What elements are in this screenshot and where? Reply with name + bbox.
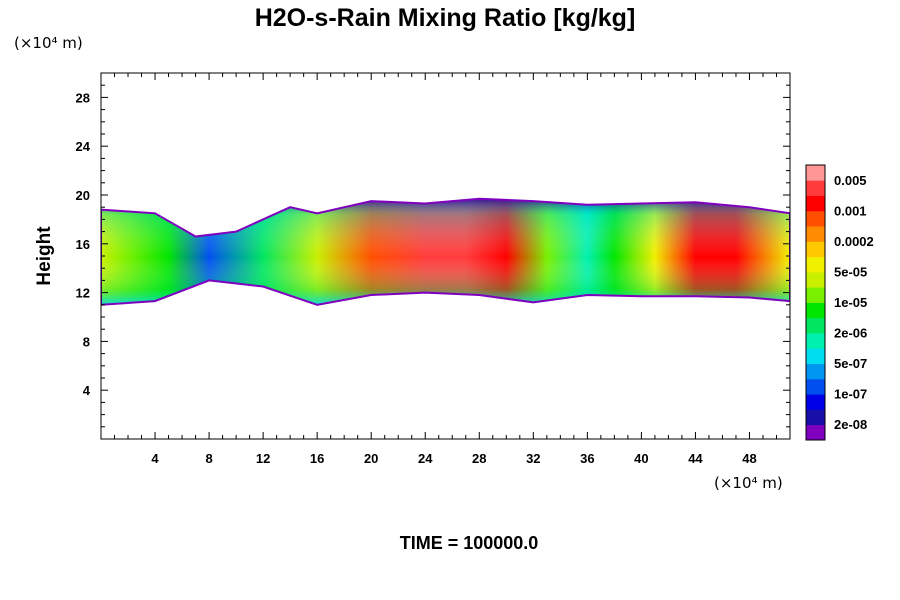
colorbar-label: 5e-07 [834, 356, 867, 371]
x-tick-label: 12 [256, 451, 270, 466]
rain-mixing-ratio-field [101, 197, 790, 306]
colorbar-swatch [806, 271, 825, 288]
colorbar-label: 0.005 [834, 173, 867, 188]
colorbar-swatch [806, 394, 825, 410]
y-tick-label: 4 [83, 383, 91, 398]
x-tick-label: 8 [205, 451, 212, 466]
x-unit-label: (×10⁴ m) [714, 474, 783, 492]
y-tick-label: 12 [76, 286, 90, 301]
colorbar-label: 0.001 [834, 203, 867, 218]
y-axis-label: Height [34, 226, 55, 286]
colorbar-label: 2e-08 [834, 417, 867, 432]
colorbar-swatch [806, 302, 825, 319]
y-tick-label: 16 [76, 237, 90, 252]
y-tick-label: 24 [76, 139, 91, 154]
colorbar-swatch [806, 317, 825, 334]
y-tick-label: 20 [76, 188, 90, 203]
colorbar-swatch [806, 363, 825, 380]
x-tick-label: 44 [688, 451, 703, 466]
colorbar-swatch [806, 256, 825, 273]
colorbar-label: 2e-06 [834, 326, 867, 341]
x-tick-label: 48 [742, 451, 756, 466]
field-shading [101, 198, 790, 305]
x-axis: 4 8 12 16 20 24 28 32 36 40 44 48 [114, 73, 777, 466]
x-tick-label: 32 [526, 451, 540, 466]
colorbar-swatch [806, 180, 825, 196]
colorbar-swatch [806, 241, 825, 258]
colorbar-swatch [806, 165, 825, 181]
x-tick-label: 4 [151, 451, 159, 466]
x-tick-label: 16 [310, 451, 324, 466]
chart-title: H2O-s-Rain Mixing Ratio [kg/kg] [255, 4, 636, 32]
colorbar-frame [805, 164, 826, 441]
field-outline [101, 197, 790, 306]
y-tick-label: 28 [76, 90, 90, 105]
colorbar-label: 5e-05 [834, 264, 867, 279]
colorbar-swatch [806, 287, 825, 303]
colorbar-swatch [806, 195, 825, 212]
colorbar-swatch [806, 378, 825, 395]
colorbar-swatch [806, 348, 825, 365]
x-tick-label: 36 [580, 451, 594, 466]
x-tick-label: 20 [364, 451, 378, 466]
colorbar-swatch [806, 226, 825, 242]
y-axis: 4 8 12 16 20 24 28 [76, 84, 790, 428]
colorbar-label: 1e-07 [834, 387, 867, 402]
colorbar-swatch [806, 210, 825, 227]
x-tick-label: 24 [418, 451, 433, 466]
colorbar-swatch [806, 333, 825, 349]
x-tick-label: 40 [634, 451, 648, 466]
colorbar-swatch [806, 409, 825, 426]
y-tick-label: 8 [83, 334, 90, 349]
colorbar: 2e-08 1e-07 5e-07 2e-06 1e-05 5e-05 0.0002 0.00… [805, 164, 874, 441]
colorbar-label: 1e-05 [834, 295, 867, 310]
colorbar-swatch [806, 424, 825, 441]
x-tick-label: 28 [472, 451, 486, 466]
colorbar-label: 0.0002 [834, 234, 874, 249]
y-unit-label: (×10⁴ m) [14, 34, 83, 52]
time-label: TIME = 100000.0 [400, 533, 539, 553]
